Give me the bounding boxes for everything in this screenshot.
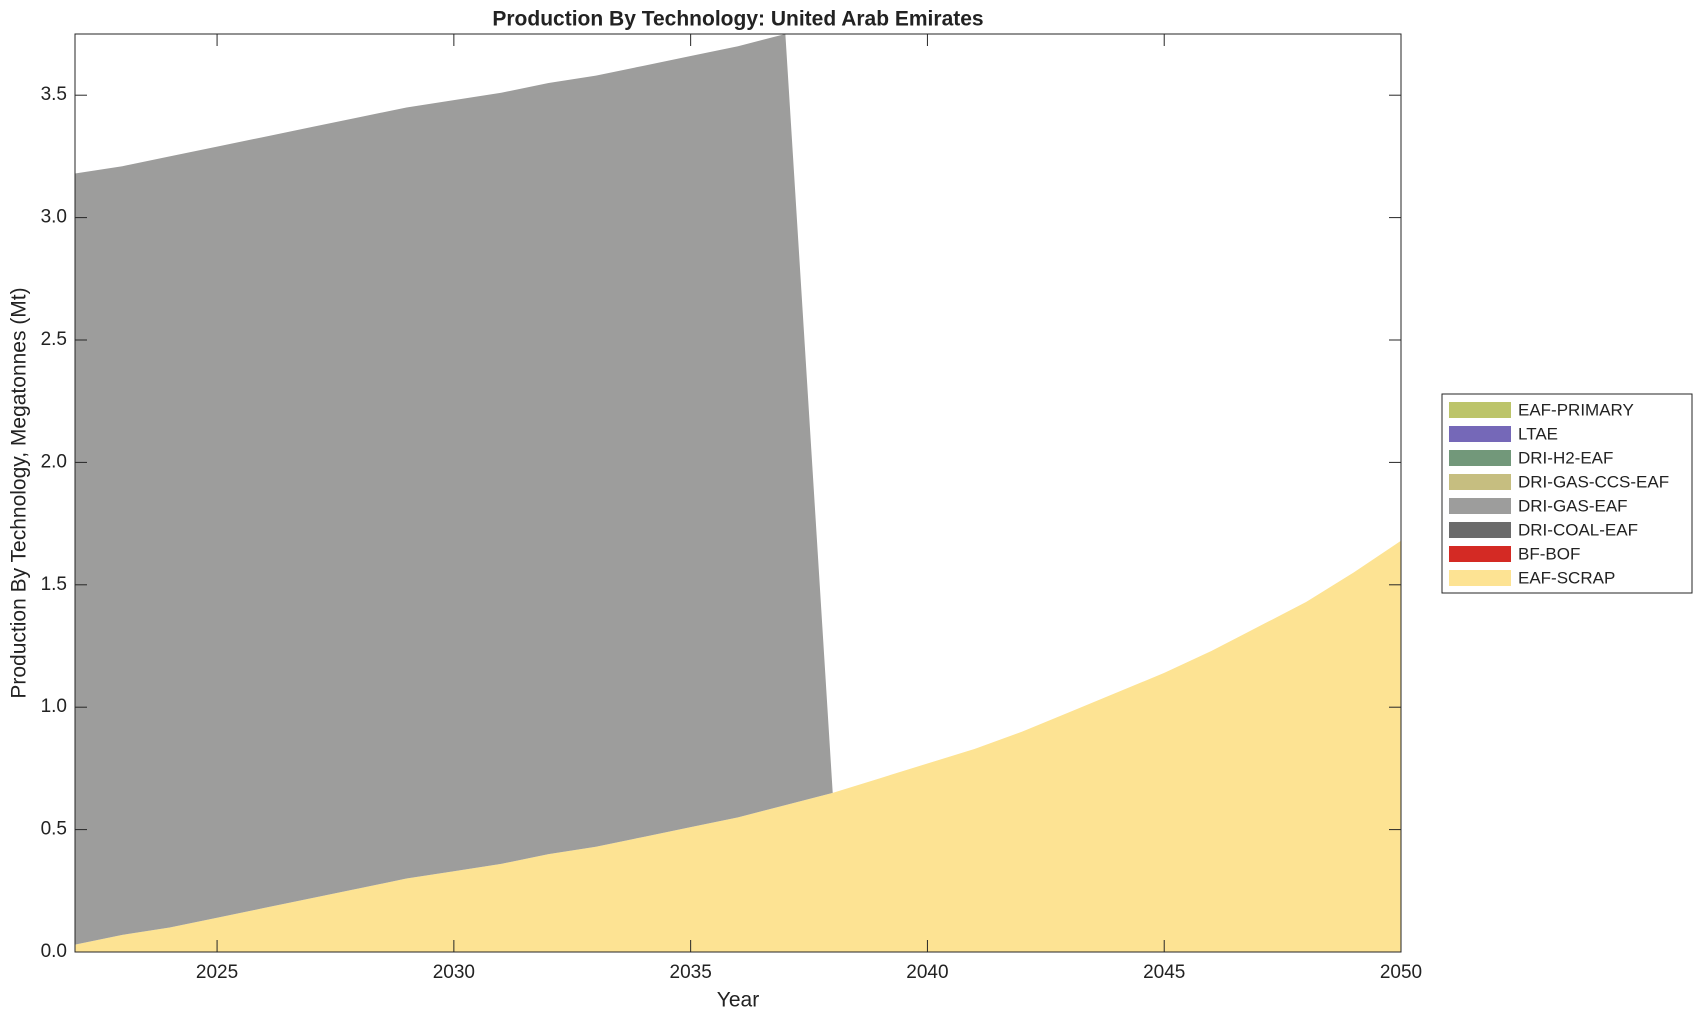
y-tick-label: 0.0 <box>41 941 67 962</box>
legend-swatch <box>1449 402 1511 418</box>
legend-label: EAF-SCRAP <box>1518 568 1615 587</box>
legend-swatch <box>1449 522 1511 538</box>
y-tick-label: 2.0 <box>41 451 67 472</box>
x-tick-label: 2050 <box>1380 962 1422 983</box>
x-tick-label: 2045 <box>1143 962 1185 983</box>
legend-swatch <box>1449 474 1511 490</box>
axes-box <box>74 33 1402 953</box>
legend-label: BF-BOF <box>1518 544 1580 563</box>
legend-swatch <box>1449 546 1511 562</box>
y-axis-label: Production By Technology, Megatonnes (Mt… <box>8 287 31 698</box>
y-tick-label: 0.5 <box>41 819 67 840</box>
area <box>75 540 1401 952</box>
area <box>75 34 1401 945</box>
legend-label: DRI-H2-EAF <box>1518 448 1613 467</box>
x-tick-label: 2025 <box>196 962 238 983</box>
legend-label: LTAE <box>1518 424 1558 443</box>
legend-swatch <box>1449 498 1511 514</box>
y-tick-label: 2.5 <box>41 329 67 350</box>
x-axis-label: Year <box>717 989 759 1012</box>
y-tick-label: 3.5 <box>41 84 67 105</box>
legend-swatch <box>1449 450 1511 466</box>
legend-label: EAF-PRIMARY <box>1518 400 1634 419</box>
chart-title: Production By Technology: United Arab Em… <box>492 8 983 31</box>
y-tick-label: 1.0 <box>41 696 67 717</box>
y-tick-label: 3.0 <box>41 207 67 228</box>
x-tick-label: 2030 <box>433 962 475 983</box>
legend-swatch <box>1449 426 1511 442</box>
x-tick-label: 2035 <box>670 962 712 983</box>
legend-label: DRI-GAS-CCS-EAF <box>1518 472 1669 491</box>
y-tick-label: 1.5 <box>41 574 67 595</box>
legend-label: DRI-COAL-EAF <box>1518 520 1638 539</box>
x-tick-label: 2040 <box>906 962 948 983</box>
legend-label: DRI-GAS-EAF <box>1518 496 1628 515</box>
legend-swatch <box>1449 570 1511 586</box>
plot-area <box>75 34 1401 952</box>
